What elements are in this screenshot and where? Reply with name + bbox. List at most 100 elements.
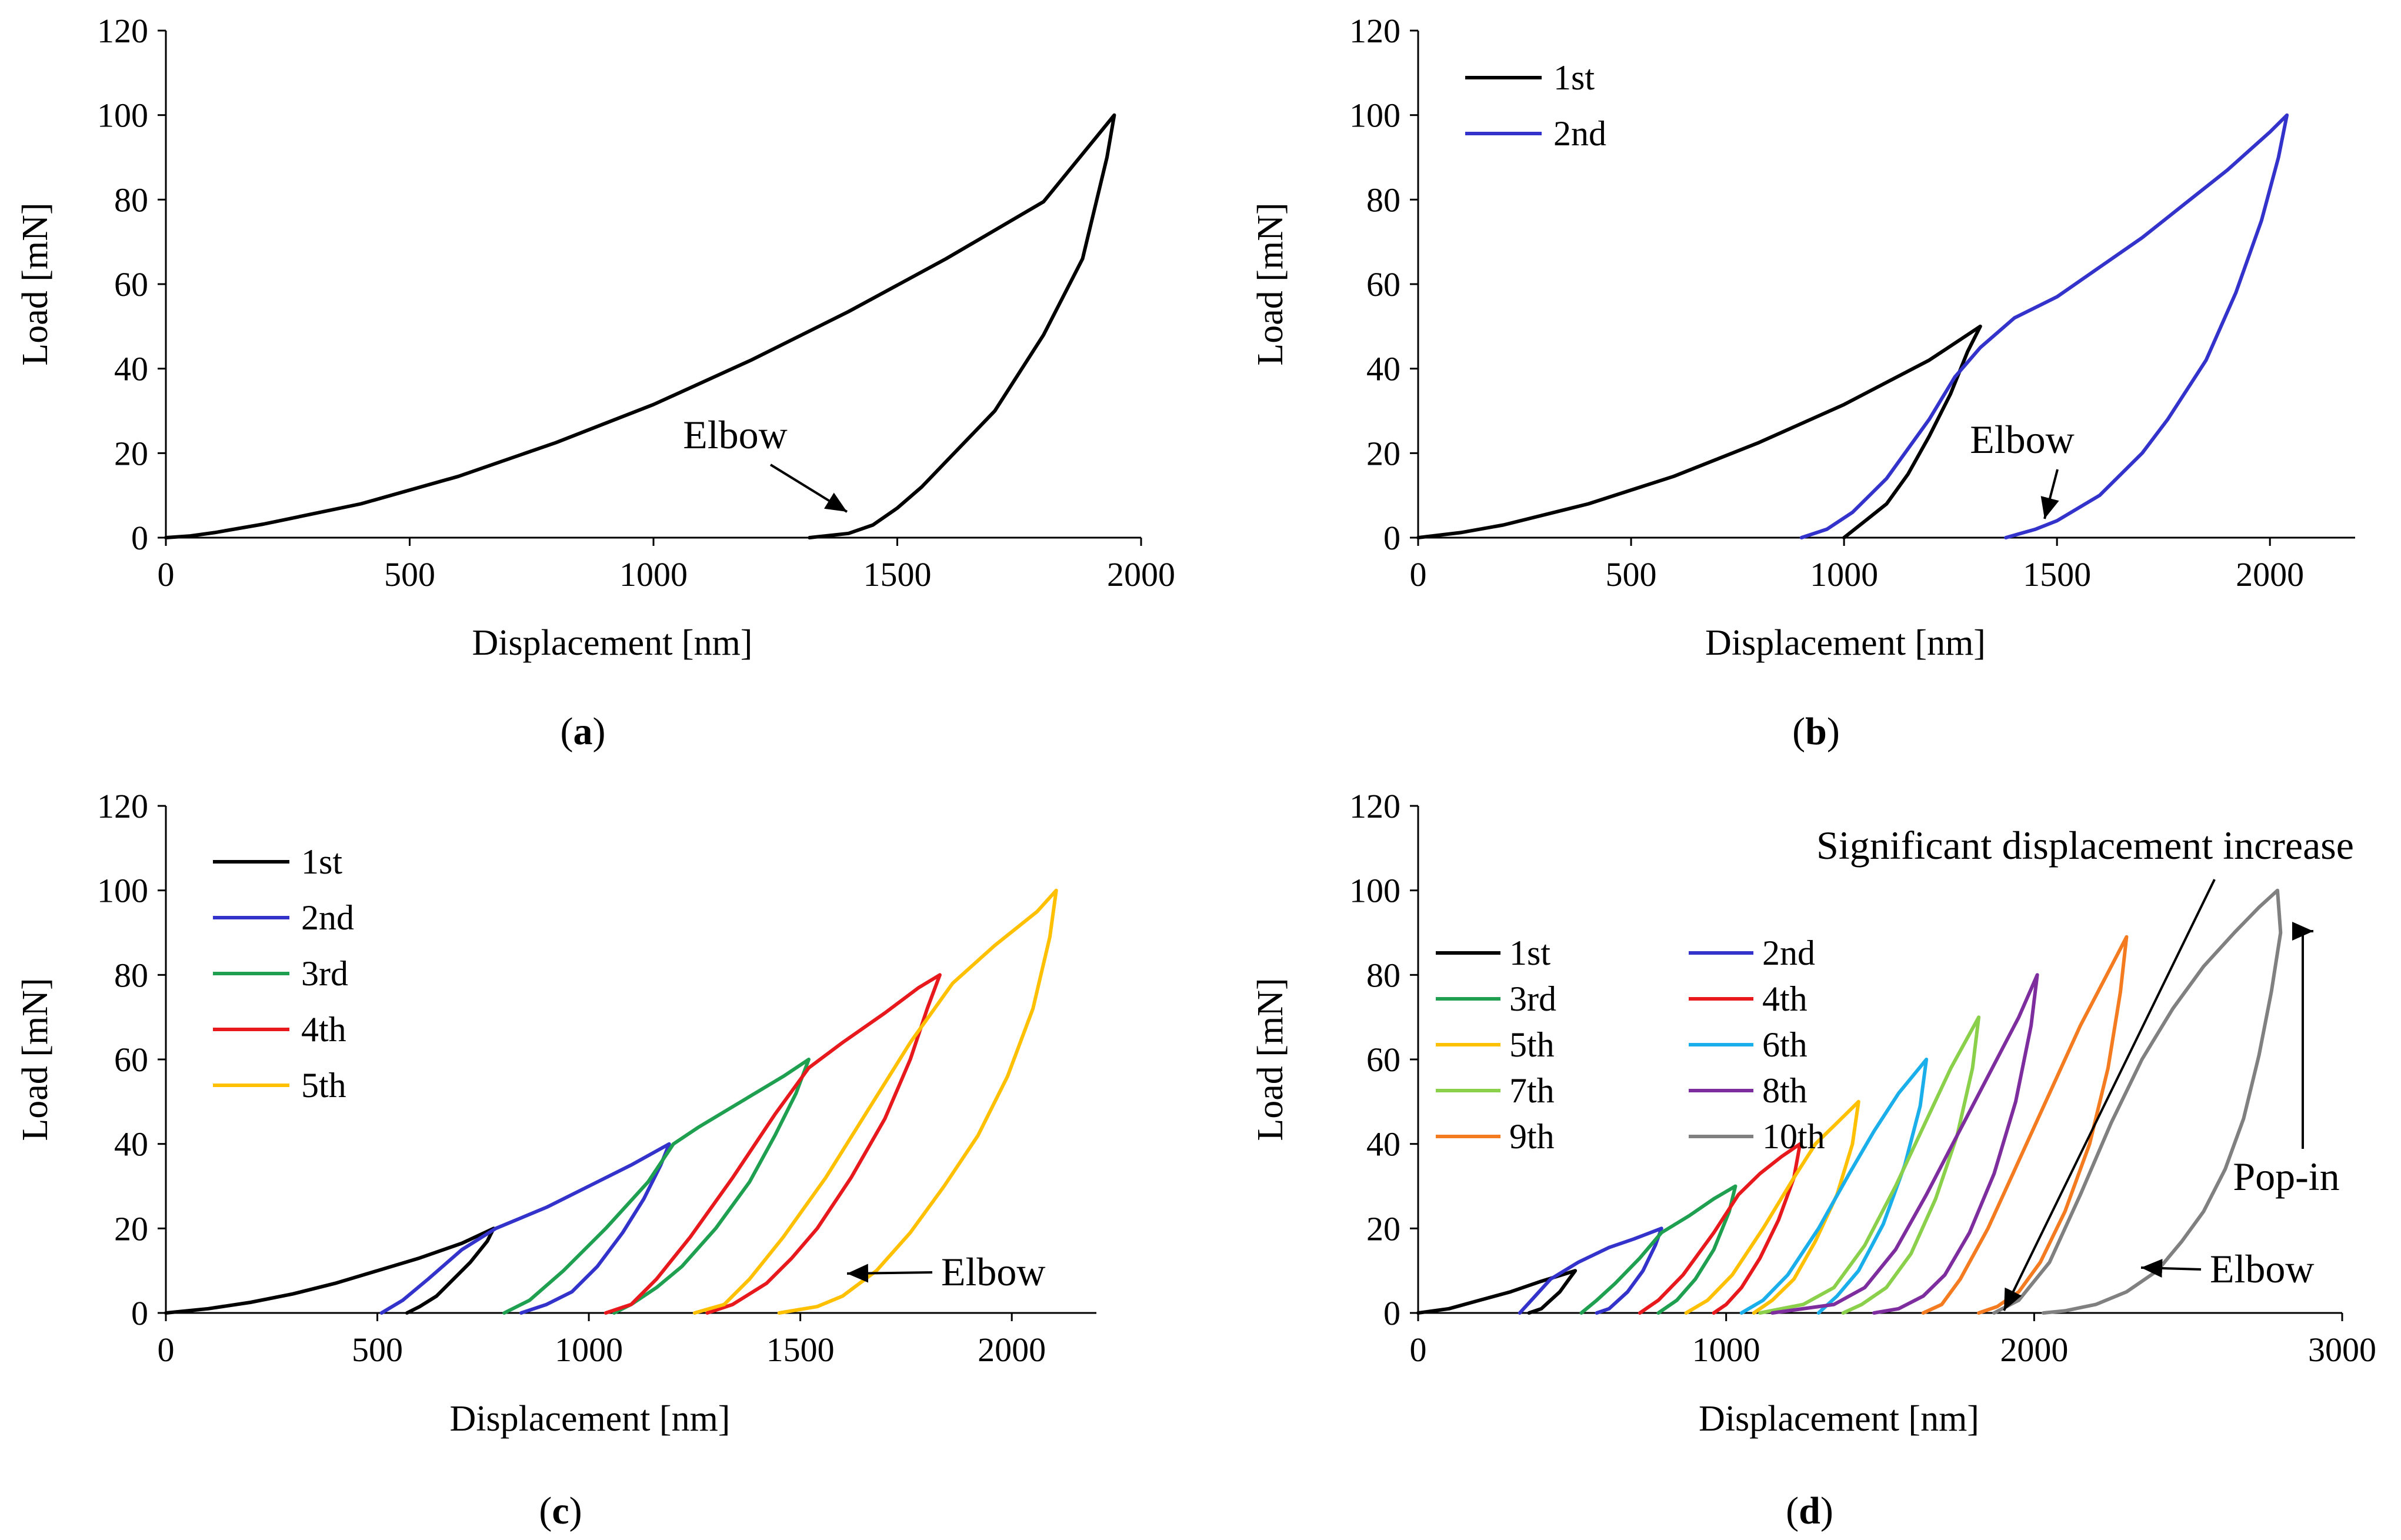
annotation-label: Elbow [941,1249,1046,1294]
legend-label: 7th [1509,1071,1555,1110]
legend-label: 1st [1509,934,1550,972]
y-tick-label: 80 [114,181,148,219]
x-tick-label: 2000 [978,1331,1046,1369]
series-line-7th [1758,1015,1981,1315]
y-tick-label: 0 [131,519,148,557]
legend-label: 2nd [301,898,354,937]
annotation-label: Significant displacement increase [1816,823,2354,868]
chart-panel-c: 0 20 40 60 80 100 120 0 500 1000 1500 2000 Displacem… [15,787,1096,1532]
series-line-5th [692,888,1058,1315]
chart-panel-b: 0 20 40 60 80 100 120 0 500 1000 1500 2000 Displacem… [1250,12,2355,753]
caption-letter: a [573,710,593,753]
annotation-label: Elbow [683,412,788,457]
annotation-arrow [2003,879,2216,1311]
legend-label: 10th [1762,1117,1825,1156]
y-tick-label: 80 [1366,181,1400,219]
legend-label: 5th [301,1066,346,1105]
legend-label: 5th [1509,1025,1555,1064]
caption-close-paren: ) [569,1489,582,1532]
annotation-label: Pop-in [2233,1154,2339,1199]
series-line-3rd [502,1058,811,1315]
y-axis-label: Load [mN] [1250,202,1290,365]
y-tick-label: 100 [97,872,148,910]
series-line-2nd [1799,113,2289,539]
x-tick-label: 1000 [555,1331,623,1369]
legend-label: 3rd [301,954,348,993]
y-tick-label: 20 [1366,1209,1400,1248]
series-line-10th [1992,888,2283,1315]
y-tick-label: 40 [1366,350,1400,388]
y-tick-label: 60 [1366,265,1400,304]
legend-label: 6th [1762,1025,1808,1064]
caption-open-paren: ( [1792,710,1805,753]
x-axis-label: Displacement [nm] [472,623,753,663]
x-tick-label: 2000 [2000,1331,2068,1369]
annotation-arrow [846,1264,933,1283]
y-axis-label: Load [mN] [1250,978,1290,1141]
y-tick-label: 60 [114,265,148,304]
x-axis-label: Displacement [nm] [450,1399,731,1439]
x-tick-label: 1000 [1810,555,1878,594]
x-tick-label: 2000 [1107,555,1175,594]
series-line-4th [1638,1142,1802,1315]
x-tick-label: 0 [158,555,175,594]
panel-caption: (c) [539,1489,582,1532]
x-tick-label: 1000 [619,555,688,594]
legend-label: 9th [1509,1117,1555,1156]
panel-caption: (d) [1786,1489,1833,1532]
y-tick-label: 100 [1349,96,1400,135]
legend-label: 1st [1553,58,1595,97]
legend-label: 2nd [1762,934,1815,972]
annotation-arrow [2140,1259,2202,1278]
y-axis-label: Load [mN] [15,978,55,1141]
series-line-1st [1416,1269,1578,1315]
legend: 1st 2nd 3rd 4th 5th 6th 7th 8th 9th 10th [1436,934,1825,1156]
x-axis-label: Displacement [nm] [1699,1399,1979,1439]
y-tick-label: 120 [97,787,148,825]
y-tick-label: 60 [114,1041,148,1079]
series-line-2nd [379,1142,671,1315]
annotation-arrow [2040,469,2059,519]
legend-label: 4th [1762,979,1808,1018]
y-tick-label: 120 [1349,12,1400,50]
y-tick-label: 120 [97,12,148,50]
y-tick-label: 80 [114,956,148,994]
caption-letter: c [552,1489,569,1532]
y-tick-label: 20 [114,1209,148,1248]
caption-open-paren: ( [539,1489,552,1532]
caption-open-paren: ( [1786,1489,1799,1532]
annotation-label: Elbow [1970,417,2075,462]
y-tick-label: 0 [1383,1294,1400,1332]
y-tick-label: 100 [97,96,148,135]
chart-panel-d: 0 20 40 60 80 100 120 0 1000 2000 3000 Displacement… [1250,787,2376,1532]
x-tick-label: 2000 [2236,555,2304,594]
y-tick-label: 20 [1366,434,1400,472]
y-tick-label: 0 [1383,519,1400,557]
y-tick-label: 20 [114,434,148,472]
legend-label: 2nd [1553,114,1606,153]
series-line-9th [1921,935,2129,1315]
x-tick-label: 0 [1410,1331,1427,1369]
y-tick-label: 80 [1366,956,1400,994]
caption-letter: b [1805,710,1827,753]
annotation-arrow [769,464,848,513]
x-tick-label: 0 [158,1331,175,1369]
caption-close-paren: ) [1820,1489,1833,1532]
series-line-2nd [1518,1226,1663,1315]
y-tick-label: 120 [1349,787,1400,825]
legend-label: 3rd [1509,979,1556,1018]
caption-close-paren: ) [1827,710,1840,753]
y-tick-label: 40 [114,1125,148,1164]
x-tick-label: 500 [384,555,435,594]
x-tick-label: 500 [352,1331,403,1369]
y-tick-label: 40 [114,350,148,388]
series-line-4th [603,973,942,1315]
legend-label: 8th [1762,1071,1808,1110]
legend: 1st 2nd 3rd 4th 5th [213,842,354,1105]
x-tick-label: 1500 [2023,555,2091,594]
legend-label: 1st [301,842,342,881]
x-axis-label: Displacement [nm] [1705,623,1986,663]
annotation-label: Elbow [2210,1246,2315,1291]
series-line-3rd [1579,1184,1738,1315]
